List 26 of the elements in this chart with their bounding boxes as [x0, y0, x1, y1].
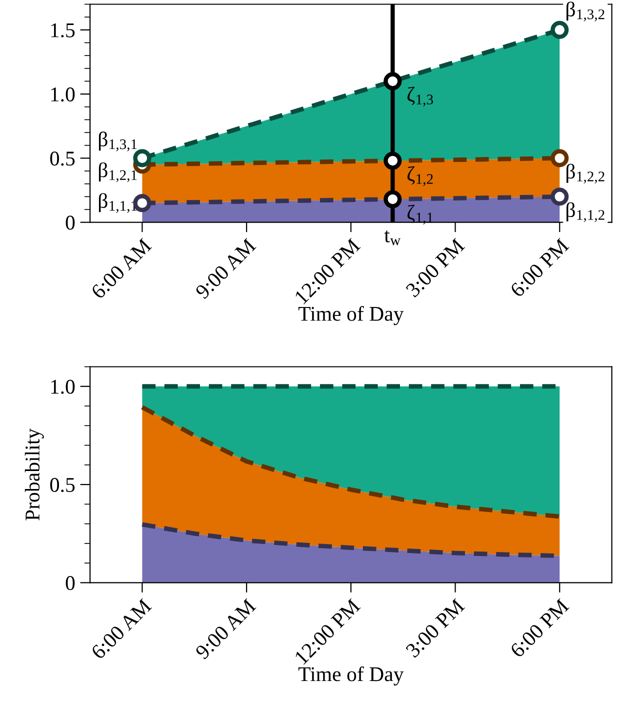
x-tick-label: 9:00 AM [194, 238, 257, 300]
y-tick-label: 0.5 [50, 478, 75, 492]
annotation: β$_{1,1,2}$ [566, 202, 604, 222]
x-tick-label: 3:00 PM [405, 238, 466, 298]
x-tick-label: 3:00 PM [405, 598, 466, 658]
y-tick-label: 0 [66, 576, 75, 590]
x-tick-label: 9:00 AM [194, 598, 257, 660]
annotation: β$_{1,2,1}$ [98, 162, 137, 182]
y-tick-label: 1.5 [51, 23, 75, 38]
y-tick-label: 0.5 [50, 152, 75, 166]
x-tick-label: 6:00 AM [90, 598, 152, 660]
annotation: ζ$_{1,3}$ [407, 86, 434, 107]
annotation: β$_{1,3,1}$ [98, 132, 137, 152]
y-axis-title: Probability [24, 428, 44, 520]
annotation: ζ$_{1,2}$ [407, 166, 433, 186]
y-tick-label: 1.0 [51, 87, 75, 102]
x-tick-label: 6:00 AM [90, 238, 152, 300]
y-tick-label: 1.0 [51, 380, 75, 394]
annotation: β$_{1,2,2}$ [566, 164, 604, 184]
x-axis-title: Time of Day [298, 666, 404, 686]
x-axis-title: Time of Day [298, 306, 404, 326]
annotation: β$_{1,3,2}$ [566, 2, 604, 22]
ref-line-label: t$_{w}$ [384, 230, 401, 246]
y-tick-label: 0 [66, 216, 75, 230]
x-tick-label: 6:00 PM [510, 598, 570, 658]
x-tick-label: 6:00 PM [510, 238, 570, 298]
